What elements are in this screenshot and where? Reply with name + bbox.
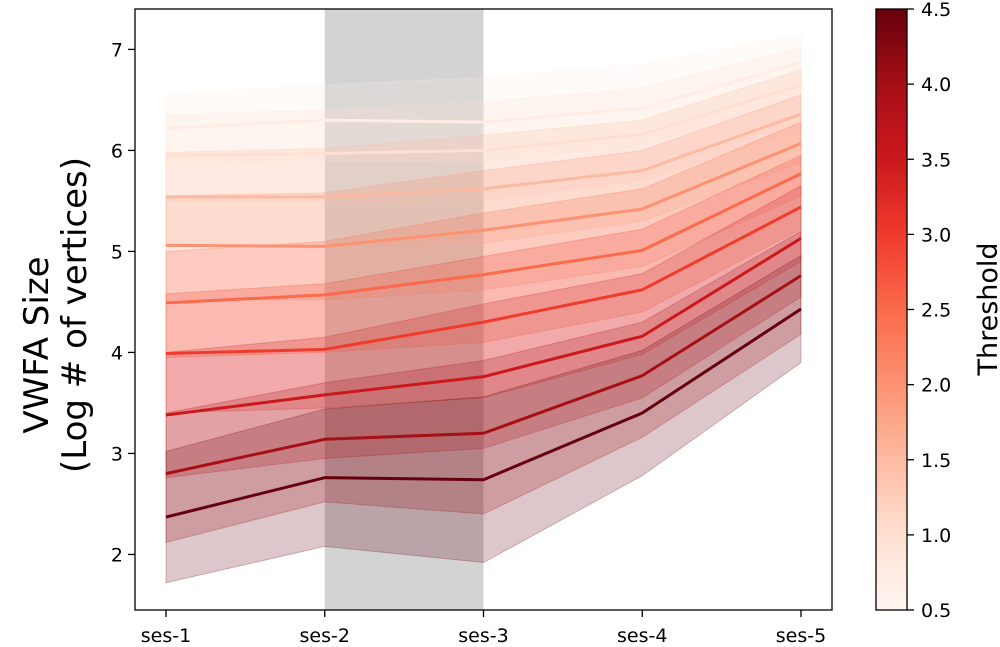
- y-axis-title-line-1: VWFA Size: [17, 256, 57, 433]
- colorbar-tick-label: 1.5: [921, 450, 951, 472]
- y-tick-label: 6: [111, 140, 123, 162]
- y-tick-label: 3: [111, 443, 123, 465]
- series-line: [165, 61, 802, 130]
- colorbar-tick-label: 2.0: [921, 375, 951, 397]
- series-line: [165, 141, 802, 248]
- confidence-band: [165, 230, 802, 543]
- colorbar-tick-label: 3.0: [921, 224, 951, 246]
- y-axis-title-line-2: (Log # of vertices): [55, 157, 95, 473]
- colorbar-title: Threshold: [973, 242, 1000, 376]
- plot-area: [165, 9, 802, 610]
- colorbar-tick-label: 4.5: [921, 0, 951, 21]
- highlight-span: [324, 9, 484, 610]
- series-line: [165, 307, 802, 519]
- colorbar: 0.5 1.0 1.5 2.0 2.5 3.0 3.5 4.0 4.5: [875, 0, 951, 622]
- colorbar-tick-label: 0.5: [921, 600, 951, 622]
- series-line: [165, 274, 802, 476]
- x-tick-label: ses-4: [617, 625, 667, 647]
- y-tick-label: 5: [111, 241, 123, 263]
- colorbar-tick-label: 4.0: [921, 74, 951, 96]
- series-line: [165, 83, 802, 157]
- y-tick-label: 7: [111, 39, 123, 61]
- confidence-band: [165, 254, 802, 584]
- series-line: [165, 172, 802, 305]
- confidence-band: [165, 94, 802, 301]
- x-tick-label: ses-3: [458, 625, 508, 647]
- axes: 2 3 4 5 6 7 ses-1 ses-2 ses-3 ses-4 ses-5: [111, 8, 833, 647]
- x-tick-label: ses-2: [300, 625, 350, 647]
- colorbar-tick-label: 1.0: [921, 525, 951, 547]
- x-tick-label: ses-1: [141, 625, 191, 647]
- confidence-band: [165, 46, 802, 202]
- series-line: [165, 237, 802, 417]
- confidence-band: [165, 121, 802, 358]
- series-line: [165, 205, 802, 355]
- colorbar-gradient: [875, 8, 908, 611]
- confidence-band: [165, 184, 802, 479]
- series-line: [166, 112, 802, 199]
- y-tick-label: 2: [111, 544, 123, 566]
- colorbar-tick-label: 2.5: [921, 300, 951, 322]
- colorbar-tick-label: 3.5: [921, 149, 951, 171]
- y-tick-label: 4: [111, 342, 123, 364]
- x-tick-label: ses-5: [776, 625, 826, 647]
